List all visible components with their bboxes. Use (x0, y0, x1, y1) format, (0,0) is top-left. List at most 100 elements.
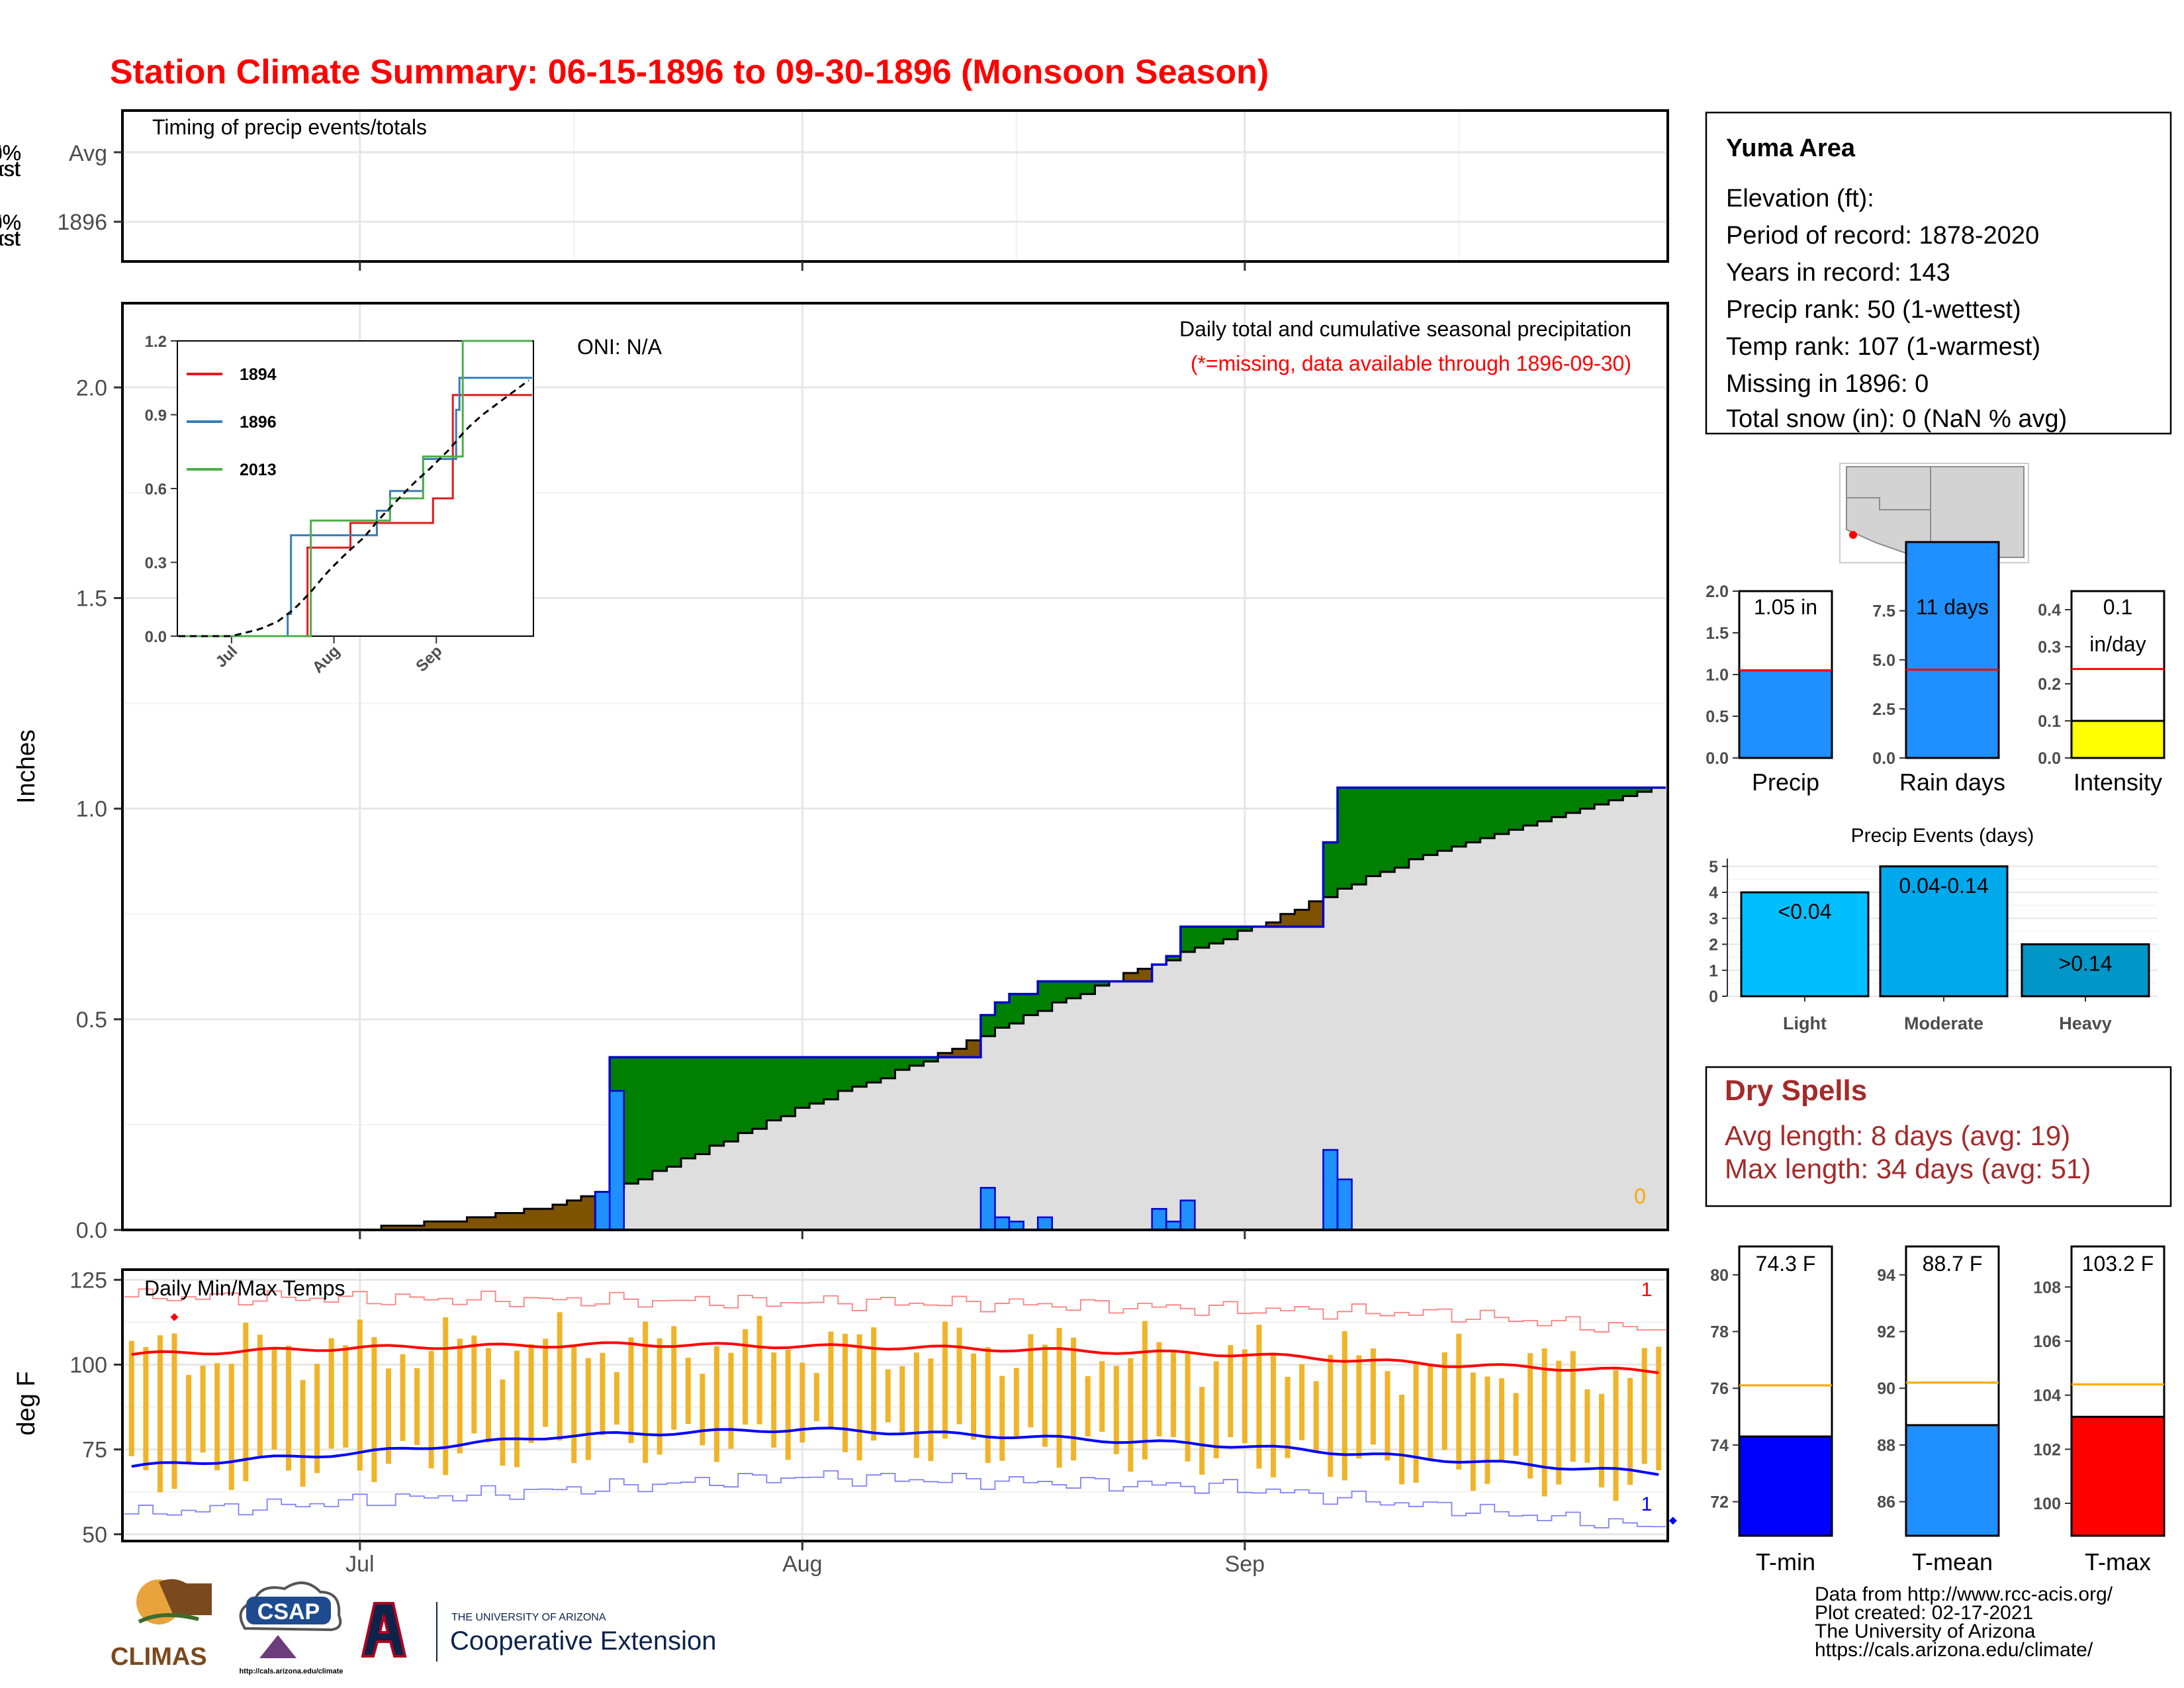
deficit-area (966, 1040, 981, 1058)
baseline-area (1323, 897, 1338, 1230)
temp-panel-frame (121, 1268, 1669, 1542)
surplus-area (795, 1057, 810, 1108)
summary-mini-bars: 0.0 0.5 1.0 1.5 2.0 1.05 in Precip 0.0 2.5 5.0 7.5… (1706, 541, 2165, 796)
baseline-area (1594, 804, 1610, 1230)
baseline-area (1152, 964, 1167, 1230)
baseline-area (1651, 787, 1666, 1230)
y-tick-label: 1.5 (76, 586, 107, 611)
deficit-area (1123, 972, 1138, 982)
y-tick-label: 1.0 (76, 797, 107, 822)
timing-p75-label: 75% (0, 141, 21, 165)
inset-plot-bg (177, 340, 534, 637)
surplus-area (752, 1057, 768, 1129)
temp-bar-value-label: 74.3 F (1756, 1252, 1816, 1276)
baseline-area (895, 1070, 910, 1230)
record-max-marker (170, 1313, 179, 1321)
climas-logo-text: CLIMAS (111, 1643, 207, 1671)
ua-block-a-icon (361, 1602, 407, 1658)
station-info-frame (1705, 111, 2172, 435)
deficit-area (438, 1221, 453, 1230)
mini-bar-value-label: 11 days (1916, 595, 1989, 619)
baseline-area (1480, 838, 1495, 1230)
temp-bar-tick-label: 78 (1710, 1323, 1729, 1342)
temp-bar-tick-label: 86 (1877, 1493, 1895, 1512)
events-bar-label: Heavy (2059, 1013, 2112, 1033)
surplus-area (623, 1057, 639, 1184)
avg-max-temp-line (131, 1341, 1659, 1374)
events-bar-range: >0.14 (2059, 952, 2113, 976)
baseline-area (1380, 872, 1395, 1230)
station-line: Elevation (ft): (1726, 185, 1874, 212)
credit-line: https://cals.arizona.edu/climate/ (1815, 1639, 2093, 1661)
mini-bar-label: Intensity (2073, 769, 2162, 796)
credit-line: Plot created: 02-17-2021 (1815, 1602, 2033, 1624)
precip-marks (124, 786, 1666, 1231)
station-info-box: Yuma Area Elevation (ft): Period of reco… (1705, 111, 2172, 435)
surplus-area (1180, 926, 1195, 952)
baseline-area (1238, 931, 1253, 1230)
inset-y-tick-label: 1.2 (145, 333, 167, 351)
surplus-area (1380, 787, 1395, 872)
surplus-area (1494, 787, 1510, 834)
baseline-area (1080, 994, 1096, 1230)
csap-badge (246, 1597, 331, 1624)
deficit-area (381, 1225, 396, 1230)
baseline-area (1095, 985, 1110, 1230)
baseline-area (1394, 867, 1410, 1230)
surplus-area (1437, 787, 1453, 851)
surplus-area (666, 1057, 682, 1167)
missing-count: 0 (1634, 1184, 1646, 1208)
events-y-tick-label: 1 (1709, 962, 1718, 980)
surplus-area (1394, 787, 1410, 868)
mini-bar-tick-label: 7.5 (1872, 602, 1895, 621)
deficit-area (481, 1217, 496, 1230)
inset-series-line (179, 394, 532, 637)
surplus-area (866, 1057, 882, 1083)
surplus-area (852, 1057, 867, 1087)
surplus-area (1637, 787, 1653, 792)
month-label: Jul (345, 1552, 374, 1577)
surplus-area (1009, 994, 1024, 1024)
daily-precip-bar (979, 1187, 996, 1231)
timing-last-label: Last (0, 226, 20, 250)
mini-bar-label: Precip (1752, 769, 1819, 796)
surplus-area (1366, 787, 1381, 876)
temp-bar-tick-label: 100 (2033, 1495, 2061, 1513)
surplus-area (638, 1057, 653, 1180)
daily-precip-bar (994, 1216, 1011, 1231)
baseline-area (1423, 855, 1438, 1230)
timing-row-year-label: 1896 (57, 210, 107, 235)
baseline-area (1023, 1015, 1038, 1230)
baseline-area (780, 1116, 796, 1230)
climas-cloud-icon (159, 1579, 212, 1615)
surplus-area (1351, 787, 1367, 885)
baseline-area (1451, 846, 1467, 1230)
events-bar-range: <0.04 (1778, 900, 1832, 923)
deficit-area (552, 1204, 568, 1230)
precip-panel: 0.0 0.5 1.0 1.5 2.0 Inches ONI: N/A Daily to… (13, 302, 1669, 1243)
surplus-area (909, 1057, 925, 1066)
surplus-area (652, 1057, 668, 1171)
mini-bar-value-label: 1.05 in (1754, 595, 1817, 619)
baseline-area (709, 1145, 725, 1230)
ua-big-text: Cooperative Extension (450, 1626, 716, 1656)
timing-p25-label: 25% (0, 141, 21, 165)
baseline-area (623, 1184, 639, 1230)
station-line: Precip rank: 50 (1-wettest) (1726, 296, 2021, 324)
surplus-area (923, 1057, 938, 1062)
deficit-area (1308, 901, 1324, 927)
timing-p50-label: 50% (0, 211, 21, 234)
baseline-area (795, 1107, 810, 1230)
daily-precip-bar (1336, 1178, 1353, 1231)
events-bar (1879, 865, 2009, 998)
surplus-area (1238, 926, 1253, 931)
mini-bar-tick-label: 1.5 (1706, 624, 1729, 643)
surplus-area (1338, 787, 1353, 889)
baseline-area (1537, 821, 1553, 1230)
events-bar-label: Light (1783, 1013, 1827, 1033)
temp-bar-value (2070, 1415, 2165, 1537)
precip-y-label: Inches (13, 729, 40, 804)
precip-events-marks: 0 1 2 3 4 5 <0.04 Light 0.04-0.14 Moderate >0.14 He… (1709, 858, 2158, 1033)
surplus-area (709, 1057, 725, 1146)
